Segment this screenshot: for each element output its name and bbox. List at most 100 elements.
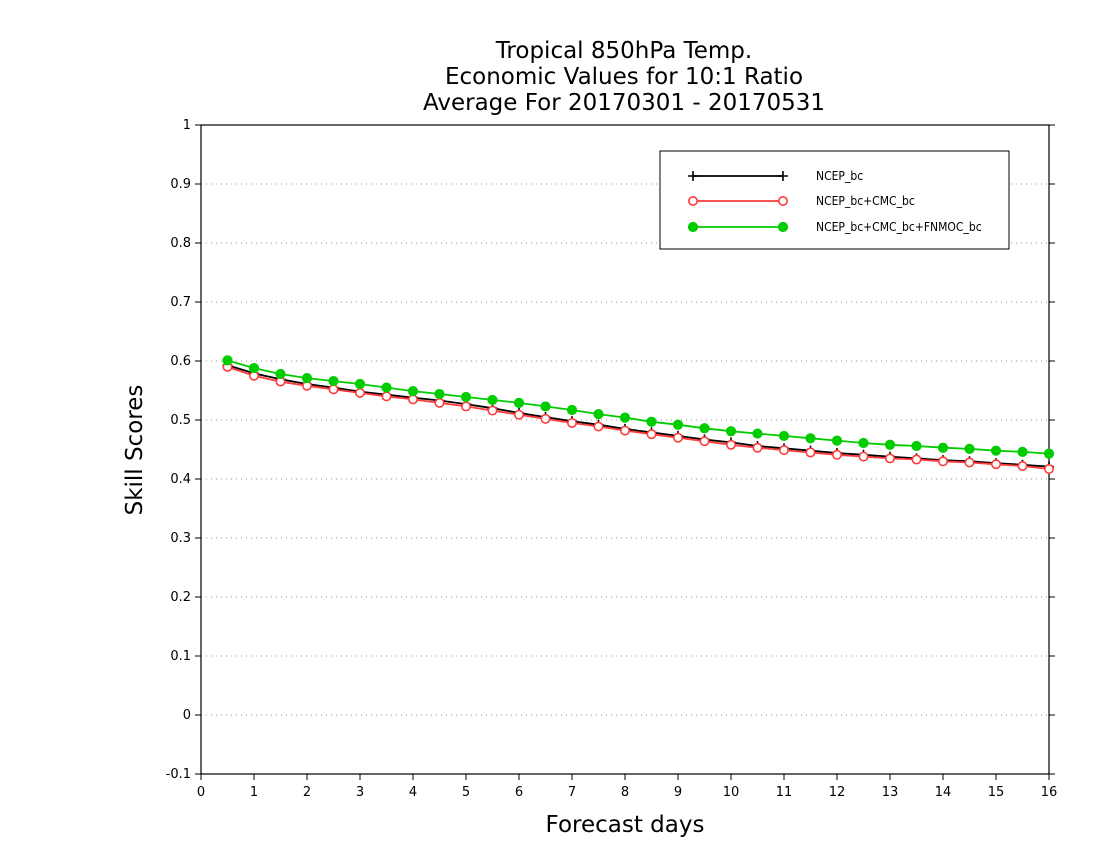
legend-label: NCEP_bc bbox=[816, 169, 863, 183]
data-point bbox=[354, 378, 366, 390]
data-point bbox=[831, 449, 842, 460]
y-tick-label: 0.6 bbox=[170, 354, 191, 369]
x-tick-label: 12 bbox=[829, 785, 846, 800]
data-point bbox=[275, 368, 286, 380]
x-tick-label: 4 bbox=[409, 785, 417, 800]
data-point bbox=[566, 417, 577, 428]
y-tick-label: 0.3 bbox=[170, 531, 191, 546]
series-line bbox=[227, 359, 1050, 455]
chart-title-line-1: Tropical 850hPa Temp. bbox=[495, 38, 752, 64]
y-tick-label: 0.1 bbox=[170, 649, 191, 664]
data-point bbox=[725, 439, 736, 450]
x-tick-label: 7 bbox=[568, 785, 576, 800]
data-point bbox=[778, 445, 789, 456]
data-point bbox=[646, 429, 657, 440]
y-tick-label: 0.8 bbox=[170, 236, 191, 251]
data-point bbox=[540, 413, 551, 424]
data-point bbox=[328, 384, 339, 395]
data-point bbox=[487, 394, 498, 406]
data-point bbox=[460, 401, 471, 412]
series-group bbox=[222, 355, 1055, 474]
data-point bbox=[540, 401, 551, 412]
data-point bbox=[699, 423, 710, 434]
data-point bbox=[937, 442, 949, 453]
series-3 bbox=[222, 355, 1055, 459]
x-tick-label: 5 bbox=[462, 785, 470, 800]
legend-marker bbox=[687, 196, 698, 207]
y-tick-label: 1 bbox=[183, 118, 191, 133]
data-point bbox=[460, 391, 472, 403]
data-point bbox=[990, 459, 1001, 470]
data-point bbox=[911, 454, 922, 465]
axis-ticks: -0.100.10.20.30.40.50.60.70.80.910 1 2 3 4 5 6… bbox=[166, 118, 1058, 800]
data-point bbox=[593, 421, 604, 432]
data-point bbox=[990, 445, 1002, 456]
legend-marker bbox=[688, 171, 698, 181]
y-tick-label: -0.1 bbox=[166, 767, 191, 782]
data-point bbox=[752, 428, 763, 439]
data-point bbox=[513, 409, 524, 420]
y-axis-label: Skill Scores bbox=[122, 385, 148, 516]
data-point bbox=[858, 437, 869, 449]
legend-marker bbox=[778, 171, 788, 181]
x-tick-label: 15 bbox=[988, 785, 1005, 800]
data-point bbox=[805, 433, 816, 444]
data-point bbox=[1017, 461, 1028, 472]
data-point bbox=[381, 391, 392, 402]
data-point bbox=[699, 436, 710, 447]
data-point bbox=[407, 394, 418, 405]
y-tick-label: 0.4 bbox=[170, 472, 191, 487]
data-point bbox=[805, 447, 816, 458]
y-tick-label: 0.5 bbox=[170, 413, 191, 428]
data-point bbox=[301, 373, 313, 384]
data-point bbox=[354, 387, 365, 398]
data-point bbox=[831, 435, 843, 446]
chart-title-line-2: Economic Values for 10:1 Ratio bbox=[445, 64, 803, 90]
y-tick-label: 0.2 bbox=[170, 590, 191, 605]
data-point bbox=[407, 385, 419, 397]
x-tick-label: 9 bbox=[674, 785, 682, 800]
data-point bbox=[672, 419, 684, 430]
data-point bbox=[487, 405, 498, 416]
data-point bbox=[752, 442, 763, 453]
legend-entries: NCEP_bc NCEP_bc+CMC_bc NCEP_bc+CMC_bc+FNMO… bbox=[687, 169, 982, 234]
data-point bbox=[646, 416, 657, 427]
legend-label: NCEP_bc+CMC_bc bbox=[816, 194, 915, 208]
legend-marker bbox=[777, 196, 788, 207]
legend: NCEP_bc NCEP_bc+CMC_bc NCEP_bc+CMC_bc+FNMO… bbox=[659, 150, 1010, 250]
x-tick-label: 0 bbox=[197, 785, 205, 800]
data-point bbox=[858, 451, 869, 462]
data-point bbox=[725, 426, 737, 437]
x-tick-label: 10 bbox=[723, 785, 740, 800]
data-point bbox=[381, 382, 392, 393]
legend-marker bbox=[687, 221, 699, 233]
x-tick-label: 1 bbox=[250, 785, 258, 800]
x-axis-label: Forecast days bbox=[546, 812, 705, 838]
data-point bbox=[222, 355, 233, 366]
data-point bbox=[1017, 446, 1028, 457]
data-point bbox=[964, 457, 975, 468]
data-point bbox=[1043, 448, 1055, 459]
y-tick-label: 0.7 bbox=[170, 295, 191, 310]
grid-lines bbox=[201, 183, 1049, 716]
legend-marker bbox=[777, 221, 789, 233]
data-point bbox=[937, 456, 948, 467]
x-tick-label: 8 bbox=[621, 785, 629, 800]
data-point bbox=[884, 453, 895, 464]
data-point bbox=[619, 425, 630, 436]
data-point bbox=[434, 388, 445, 400]
chart-title-line-3: Average For 20170301 - 20170531 bbox=[423, 90, 825, 116]
x-tick-label: 2 bbox=[303, 785, 311, 800]
data-point bbox=[513, 397, 525, 408]
data-point bbox=[593, 409, 604, 420]
x-tick-label: 13 bbox=[882, 785, 899, 800]
data-point bbox=[964, 443, 975, 455]
data-point bbox=[911, 440, 922, 452]
data-point bbox=[778, 430, 790, 442]
data-point bbox=[328, 375, 339, 387]
legend-label: NCEP_bc+CMC_bc+FNMOC_bc bbox=[816, 220, 982, 234]
legend-box bbox=[659, 150, 1010, 250]
data-point bbox=[884, 439, 896, 450]
